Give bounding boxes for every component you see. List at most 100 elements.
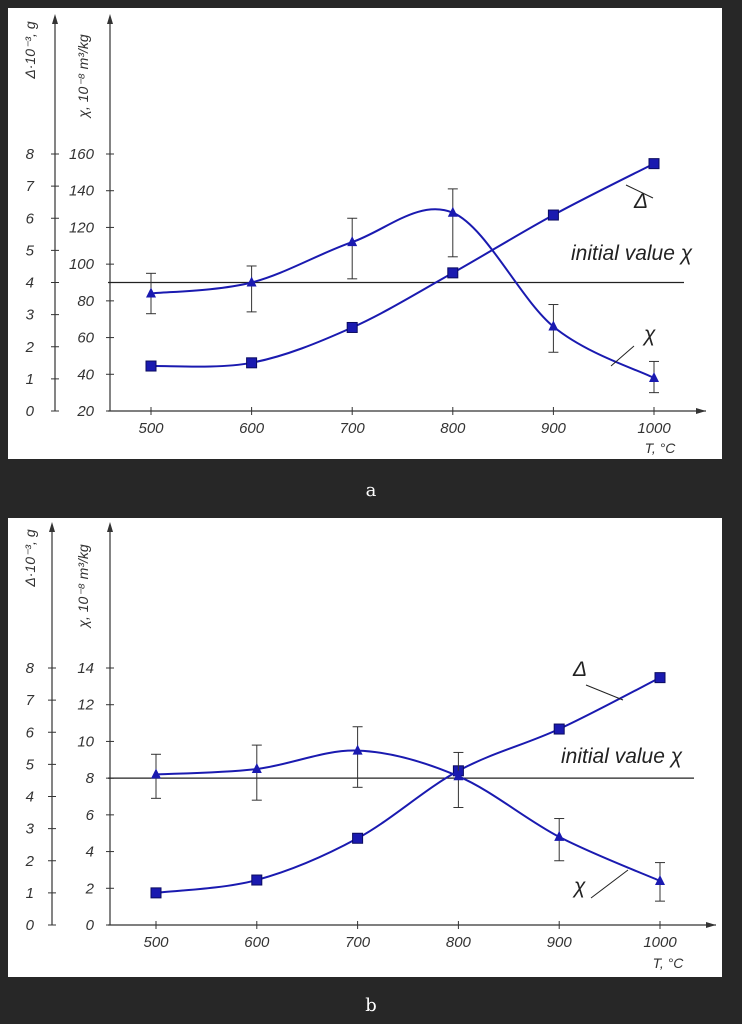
delta-tick-label: 0: [26, 403, 35, 420]
delta-point: [654, 672, 666, 684]
initial-value-label: initial value χ: [571, 242, 693, 265]
delta-label-leader: [625, 184, 654, 199]
chi-tick-label: 100: [69, 256, 95, 273]
delta-series-line: [155, 676, 661, 894]
delta-series-label: Δ: [633, 190, 648, 213]
delta-tick-label: 2: [25, 853, 35, 870]
chi-point: [453, 770, 464, 781]
delta-tick-label: 5: [26, 756, 35, 773]
chi-point: [447, 206, 458, 217]
chi-point: [554, 830, 565, 841]
delta-tick-label: 1: [26, 885, 34, 902]
x-tick-label: 600: [239, 420, 265, 437]
chi-point: [655, 874, 665, 885]
chi-tick-label: 140: [69, 183, 95, 200]
chi-tick-label: 10: [77, 733, 94, 750]
chi-axis-arrow: [107, 14, 113, 24]
x-tick-label: 800: [446, 934, 472, 951]
chi-tick-label: 6: [86, 807, 95, 824]
delta-series-label: Δ: [572, 658, 587, 681]
chi-label-leader: [610, 345, 635, 367]
delta-point: [547, 209, 559, 221]
delta-tick-label: 4: [26, 275, 34, 292]
delta-point: [346, 321, 358, 333]
delta-tick-label: 3: [26, 821, 35, 838]
delta-series-line: [150, 162, 655, 368]
chi-point: [649, 371, 659, 382]
x-axis-arrow: [706, 922, 716, 928]
panel-caption-b: b: [365, 995, 377, 1016]
chi-series-label: χ: [572, 875, 586, 898]
x-tick-label: 500: [138, 420, 164, 437]
delta-point: [145, 360, 157, 372]
chart-panel-b: Δ·10⁻³, g χ, 10⁻⁸ m³/kg T, °C 0 1 2 3 4 5 6 7 8 0 2 4 6…: [8, 518, 722, 977]
delta-axis-label: Δ·10⁻³, g: [22, 529, 38, 587]
chi-tick-label: 14: [77, 660, 94, 677]
chi-axis-label: χ, 10⁻⁸ m³/kg: [75, 34, 91, 120]
chi-tick-label: 80: [77, 293, 94, 310]
delta-tick-label: 8: [26, 146, 35, 163]
initial-value-label: initial value χ: [561, 745, 683, 768]
delta-tick-label: 7: [26, 692, 35, 709]
delta-point: [352, 832, 364, 844]
delta-tick-label: 7: [26, 178, 35, 195]
chi-point: [246, 276, 257, 287]
chi-series-line: [155, 749, 661, 882]
chi-point: [146, 287, 156, 298]
delta-tick-label: 8: [26, 660, 35, 677]
delta-point: [251, 874, 263, 886]
delta-tick-label: 3: [26, 307, 35, 324]
delta-axis-arrow: [49, 522, 55, 532]
delta-point: [246, 357, 258, 369]
chi-tick-label: 20: [76, 403, 94, 420]
chi-tick-label: 60: [77, 330, 94, 347]
chi-tick-label: 0: [86, 917, 95, 934]
delta-tick-label: 1: [26, 371, 34, 388]
x-tick-label: 900: [541, 420, 567, 437]
panel-caption-a: a: [365, 480, 377, 501]
x-axis-label: T, °C: [653, 955, 685, 971]
chi-point: [251, 762, 262, 773]
delta-axis-arrow: [52, 14, 58, 24]
x-tick-label: 1000: [637, 420, 671, 437]
chi-tick-label: 120: [69, 219, 95, 236]
chart-a: Δ·10⁻³, g χ, 10⁻⁸ m³/kg T, °C 0 1 2 3 4 5 6 7 8 20 40…: [22, 14, 706, 456]
chi-tick-label: 8: [86, 770, 95, 787]
delta-point: [447, 267, 459, 279]
delta-tick-label: 6: [26, 210, 35, 227]
chi-label-leader: [590, 869, 629, 899]
x-tick-label: 700: [345, 934, 371, 951]
x-tick-label: 600: [244, 934, 270, 951]
x-tick-label: 1000: [643, 934, 677, 951]
x-tick-label: 800: [440, 420, 466, 437]
chi-point: [347, 236, 358, 247]
chi-axis-label: χ, 10⁻⁸ m³/kg: [75, 544, 91, 630]
chi-point: [548, 320, 559, 331]
chart-panel-a: Δ·10⁻³, g χ, 10⁻⁸ m³/kg T, °C 0 1 2 3 4 5 6 7 8 20 40…: [8, 8, 722, 459]
delta-tick-label: 5: [26, 242, 35, 259]
delta-point: [648, 158, 660, 170]
x-axis-arrow: [696, 408, 706, 414]
x-tick-label: 500: [143, 934, 169, 951]
x-axis-label: T, °C: [645, 440, 677, 456]
x-tick-label: 700: [340, 420, 366, 437]
chi-tick-label: 160: [69, 146, 95, 163]
delta-tick-label: 6: [26, 724, 35, 741]
delta-point: [150, 887, 162, 899]
delta-tick-label: 2: [25, 339, 35, 356]
x-tick-label: 900: [547, 934, 573, 951]
chi-tick-label: 40: [77, 366, 94, 383]
chi-series-label: χ: [642, 323, 656, 346]
delta-axis-label: Δ·10⁻³, g: [22, 21, 38, 79]
delta-tick-label: 0: [26, 917, 35, 934]
chi-point: [151, 768, 161, 779]
delta-tick-label: 4: [26, 789, 34, 806]
chi-series-line: [150, 208, 655, 379]
delta-point: [553, 723, 565, 735]
chi-point: [352, 744, 363, 755]
chart-b: Δ·10⁻³, g χ, 10⁻⁸ m³/kgT, °C0123456780246…: [22, 522, 716, 971]
delta-label-leader: [585, 684, 624, 701]
chi-tick-label: 2: [85, 880, 95, 897]
chi-tick-label: 12: [77, 697, 94, 714]
chi-axis-arrow: [107, 522, 113, 532]
